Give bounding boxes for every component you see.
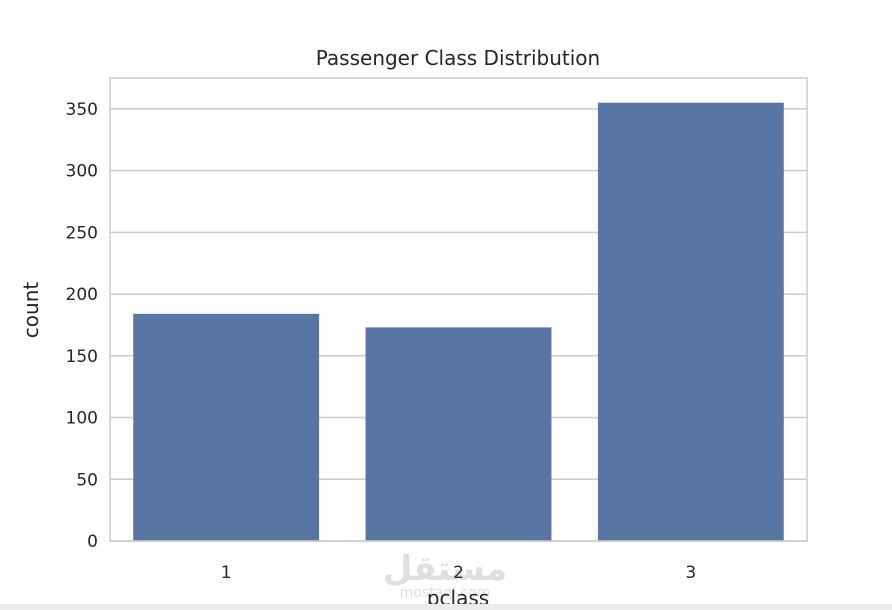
x-tick-labels: 1 2 3 — [221, 563, 696, 583]
bottom-strip — [0, 604, 892, 610]
y-tick-labels: 0 50 100 150 200 250 300 350 — [66, 100, 98, 552]
bar-2 — [365, 327, 552, 541]
y-tick-label: 0 — [87, 532, 98, 552]
svg-text:مستقل: مستقل — [383, 549, 507, 589]
y-tick-label: 200 — [66, 285, 98, 305]
y-tick-label: 250 — [66, 223, 98, 243]
y-tick-label: 100 — [66, 409, 98, 429]
y-tick-label: 300 — [66, 162, 98, 182]
x-tick-label: 2 — [453, 563, 464, 583]
y-axis-label: count — [19, 282, 43, 339]
plot-frame — [109, 77, 808, 542]
chart-title: Passenger Class Distribution — [316, 46, 600, 70]
x-tick-label: 1 — [221, 563, 232, 583]
y-tick-label: 150 — [66, 347, 98, 367]
y-tick-label: 350 — [66, 100, 98, 120]
y-tick-label: 50 — [76, 470, 98, 490]
x-tick-label: 3 — [685, 563, 696, 583]
bar-3 — [597, 102, 784, 542]
bars — [133, 102, 784, 542]
svg-text:mostaql.com: mostaql.com — [400, 585, 491, 601]
bar-1 — [133, 313, 320, 541]
watermark-logo: مستقل mostaql.com — [383, 549, 507, 601]
